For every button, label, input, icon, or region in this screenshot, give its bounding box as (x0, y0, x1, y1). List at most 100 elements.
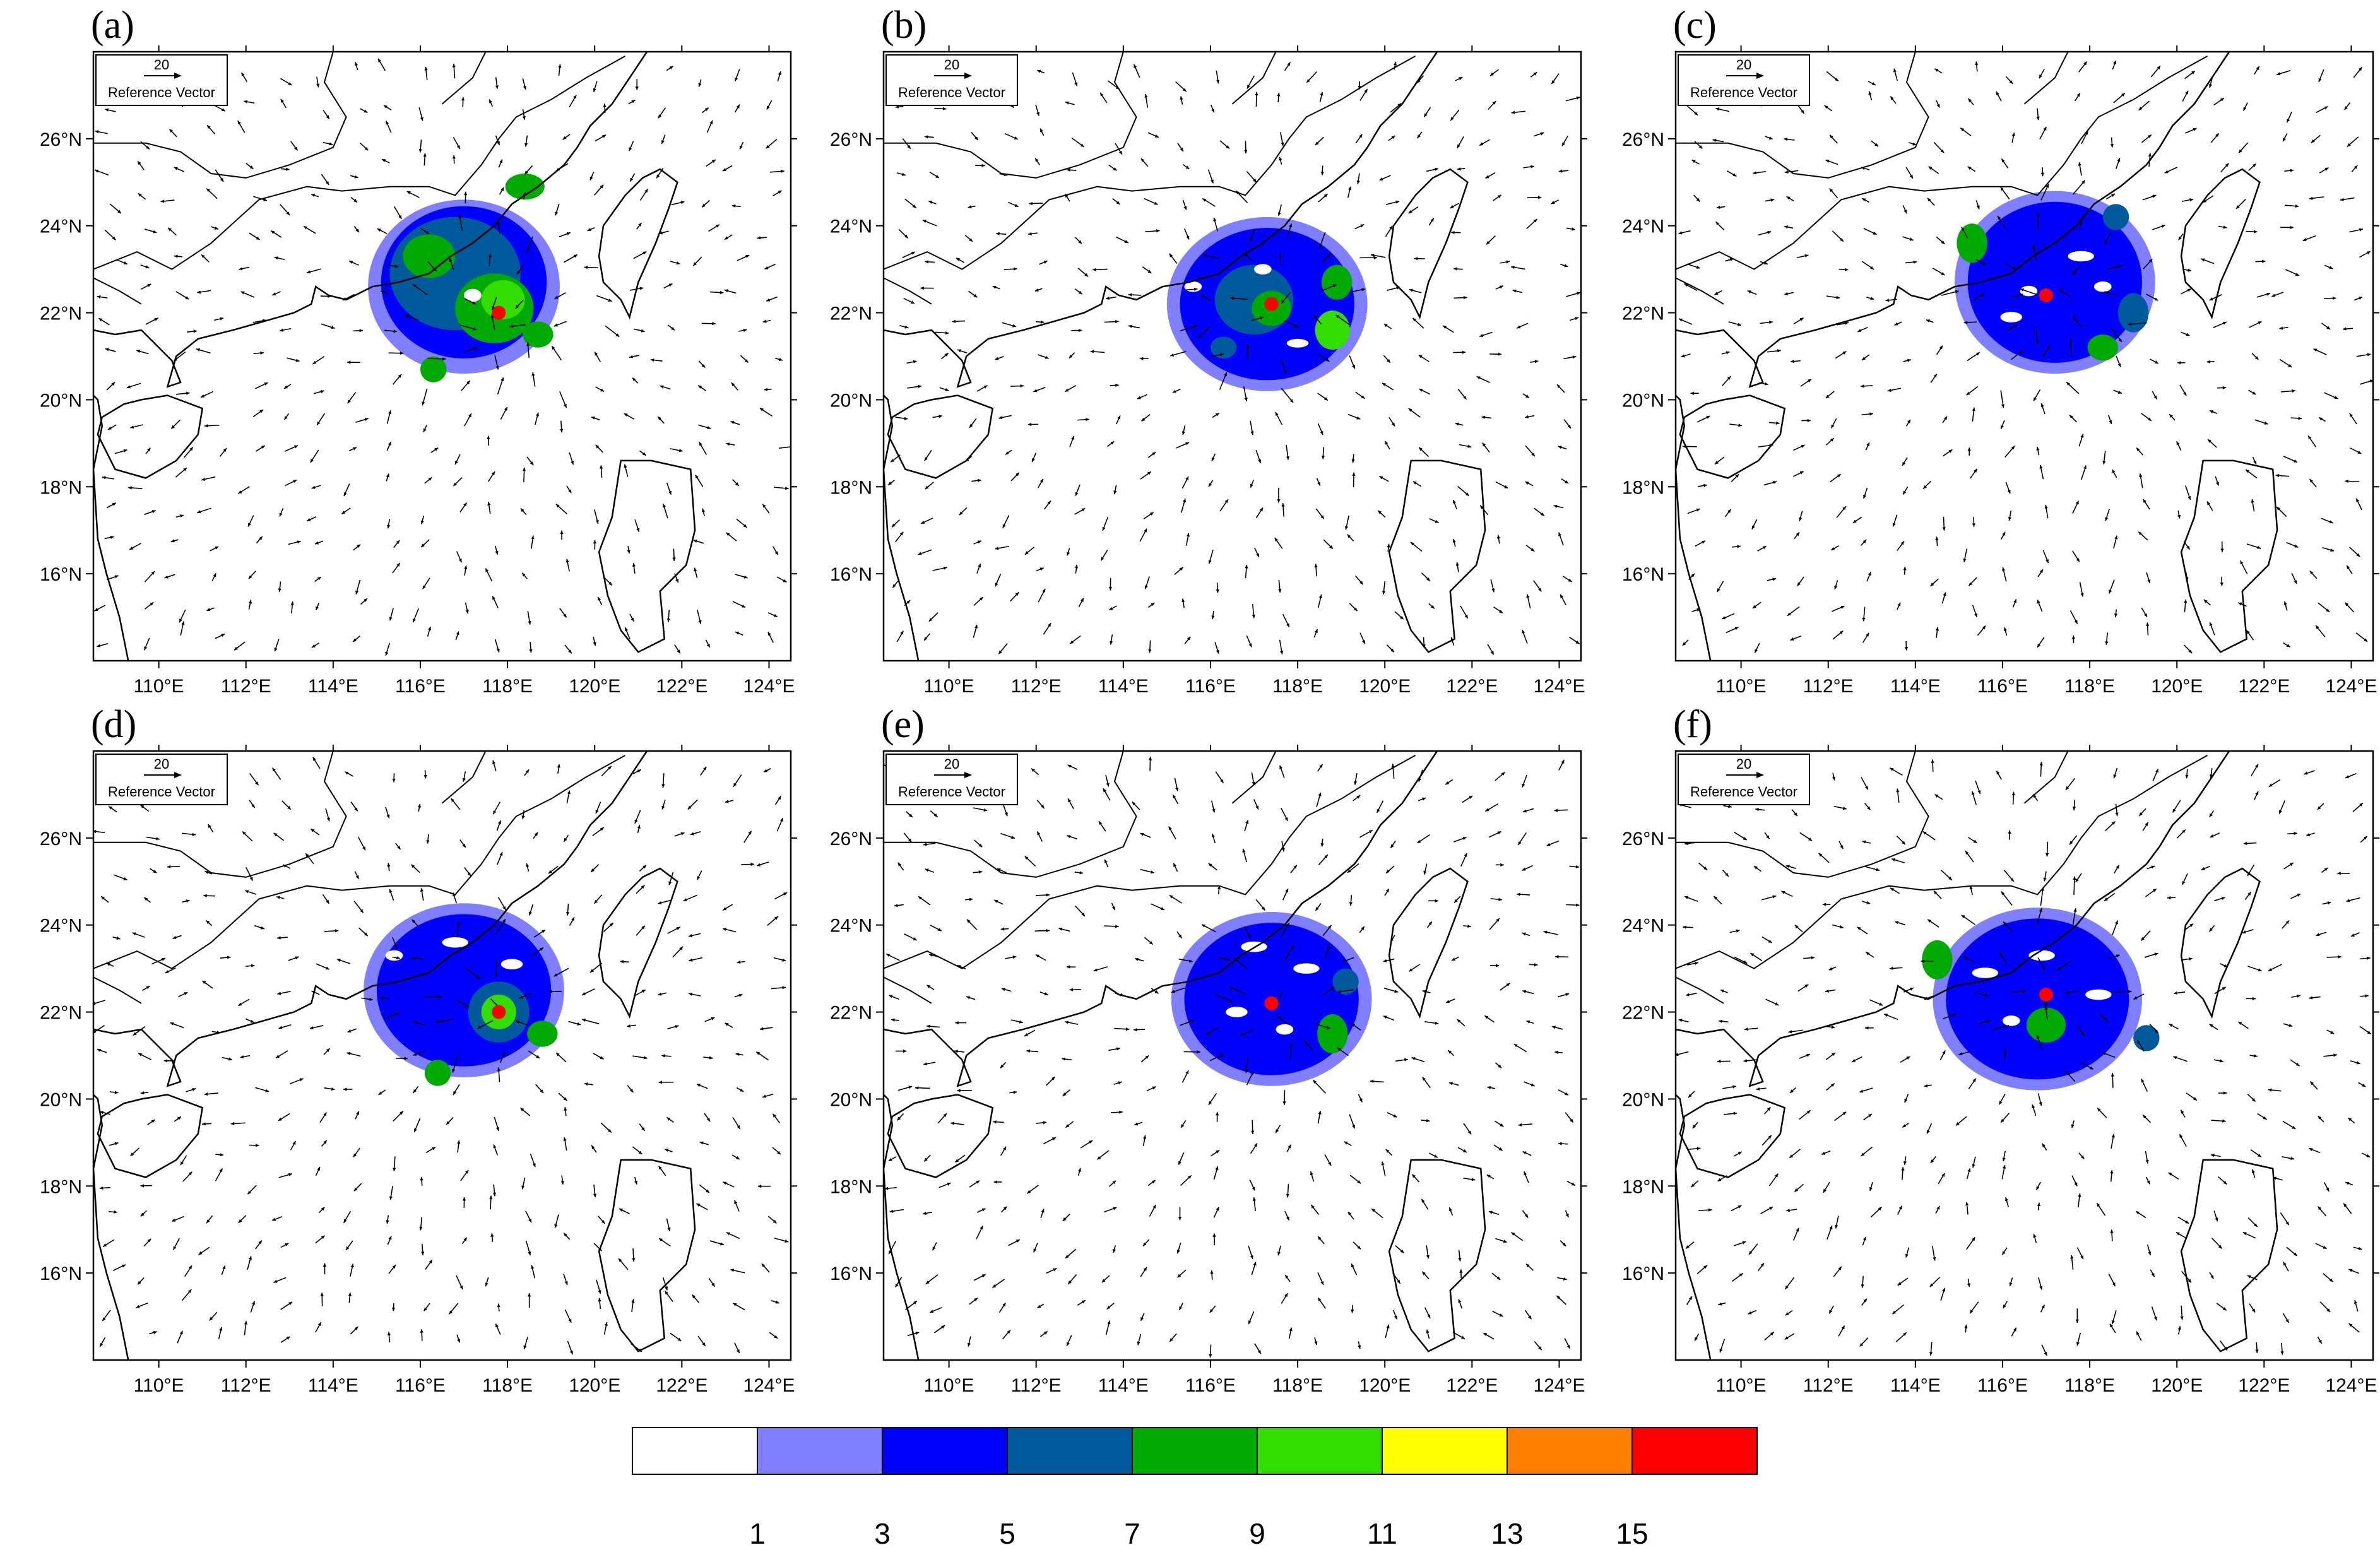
wind-vector-head (1756, 1087, 1760, 1091)
wind-vector-head (2012, 266, 2016, 270)
wind-vector-head (523, 86, 527, 90)
province-border-3 (93, 277, 142, 305)
wind-vector-head (1525, 482, 1529, 485)
wind-vector-head (238, 1002, 242, 1006)
wind-vector-head (1065, 194, 1069, 198)
wind-vector-head (777, 1151, 781, 1155)
wind-vector-head (452, 1068, 456, 1073)
wind-vector-head (2007, 490, 2011, 494)
wind-vector-head (2111, 1320, 2115, 1325)
wind-vector-head (2316, 933, 2320, 937)
wind-vector-head (325, 966, 329, 970)
reference-vector-label: Reference Vector (898, 784, 1005, 800)
wind-vector-head (274, 256, 278, 260)
wind-vector-head (392, 1265, 396, 1269)
wind-vector-head (355, 228, 359, 233)
wind-vector-head (966, 996, 971, 1000)
wind-vector-head (1560, 594, 1564, 598)
wind-vector-head (1005, 451, 1009, 455)
wind-vector-head (1751, 525, 1755, 529)
wind-vector-head (1183, 498, 1187, 502)
wind-vector-head (1104, 859, 1108, 863)
wind-vector-head (566, 232, 571, 235)
wind-vector-head (364, 146, 369, 151)
wind-vector-head (1768, 1135, 1772, 1139)
wind-vector-head (712, 322, 716, 326)
wind-vector-head (937, 928, 942, 932)
wind-vector-head (608, 299, 612, 302)
wind-vector-head (1071, 435, 1075, 440)
wind-vector-head (1140, 832, 1144, 836)
wind-vector-head (214, 226, 218, 230)
wind-vector-head (2283, 601, 2287, 605)
wind-vector-head (1013, 267, 1017, 271)
wind-vector-head (1678, 1019, 1683, 1022)
wind-vector-head (1404, 1058, 1408, 1062)
wind-vector-head (423, 774, 427, 779)
lon-tick-label: 122°E (1446, 676, 1498, 697)
shaded-contour-3 (2026, 1007, 2066, 1043)
wind-vector-head (1558, 169, 1563, 173)
wind-vector-head (1244, 398, 1248, 401)
wind-vector-head (249, 165, 254, 169)
wind-vector-head (1418, 355, 1423, 358)
wind-vector-head (598, 1247, 602, 1251)
wind-vector-head (1066, 965, 1070, 969)
wind-vector-head (737, 1125, 740, 1129)
wind-vector-head (557, 764, 560, 768)
wind-vector-head (463, 1238, 467, 1241)
wind-vector-head (1351, 1263, 1354, 1268)
wind-vector-head (920, 286, 924, 290)
wind-vector-head (1534, 963, 1538, 967)
wind-vector-head (554, 973, 558, 977)
wind-vector-head (980, 1226, 983, 1230)
wind-vector-head (2268, 783, 2273, 787)
wind-vector-head (1681, 354, 1685, 358)
wind-vector-head (903, 1049, 907, 1053)
wind-vector-head (499, 159, 503, 163)
taiwan-outline (2180, 867, 2261, 1019)
wind-vector-head (1320, 92, 1323, 96)
wind-vector-head (387, 863, 391, 867)
wind-vector-head (927, 1024, 930, 1028)
wind-vector-head (2033, 794, 2037, 798)
wind-vector-head (1132, 802, 1136, 806)
wind-vector-head (2074, 620, 2078, 624)
wind-vector-head (1895, 921, 1899, 925)
wind-vector-head (2222, 1119, 2226, 1123)
wind-vector-head (2174, 991, 2177, 995)
wind-vector-head (2326, 608, 2330, 612)
wind-vector-head (2347, 565, 2350, 569)
wind-vector-head (1145, 1055, 1149, 1059)
wind-vector-head (1890, 96, 1894, 100)
wind-vector-head (1887, 388, 1892, 393)
wind-vector-head (1865, 1026, 1869, 1030)
wind-vector-head (2326, 1187, 2330, 1192)
wind-vector-head (573, 254, 577, 258)
wind-vector-head (1567, 424, 1571, 429)
wind-vector-head (1775, 1173, 1779, 1178)
wind-vector-head (1193, 287, 1198, 291)
reference-vector-value: 20 (1736, 57, 1751, 73)
wind-vector-head (293, 480, 297, 483)
wind-vector-head (1942, 1287, 1946, 1292)
wind-vector-head (1327, 253, 1331, 257)
wind-vector-head (1869, 1186, 1873, 1191)
wind-vector-head (1796, 1228, 1799, 1232)
wind-vector-head (2252, 391, 2256, 395)
wind-vector-head (2179, 1133, 2183, 1138)
wind-vector-head (1517, 892, 1520, 896)
coastline (93, 751, 648, 1087)
wind-vector-head (974, 136, 978, 141)
wind-vector-head (335, 929, 339, 933)
wind-vector-head (1459, 1269, 1463, 1273)
wind-vector-head (192, 832, 196, 836)
wind-vector-head (1691, 573, 1695, 577)
wind-vector-head (1151, 603, 1155, 606)
wind-vector-head (2333, 1053, 2337, 1057)
wind-vector-head (1839, 237, 1844, 242)
province-border-2 (441, 751, 487, 804)
wind-vector-head (2037, 600, 2040, 604)
wind-vector-head (97, 295, 101, 299)
wind-vector-head (1113, 167, 1117, 171)
